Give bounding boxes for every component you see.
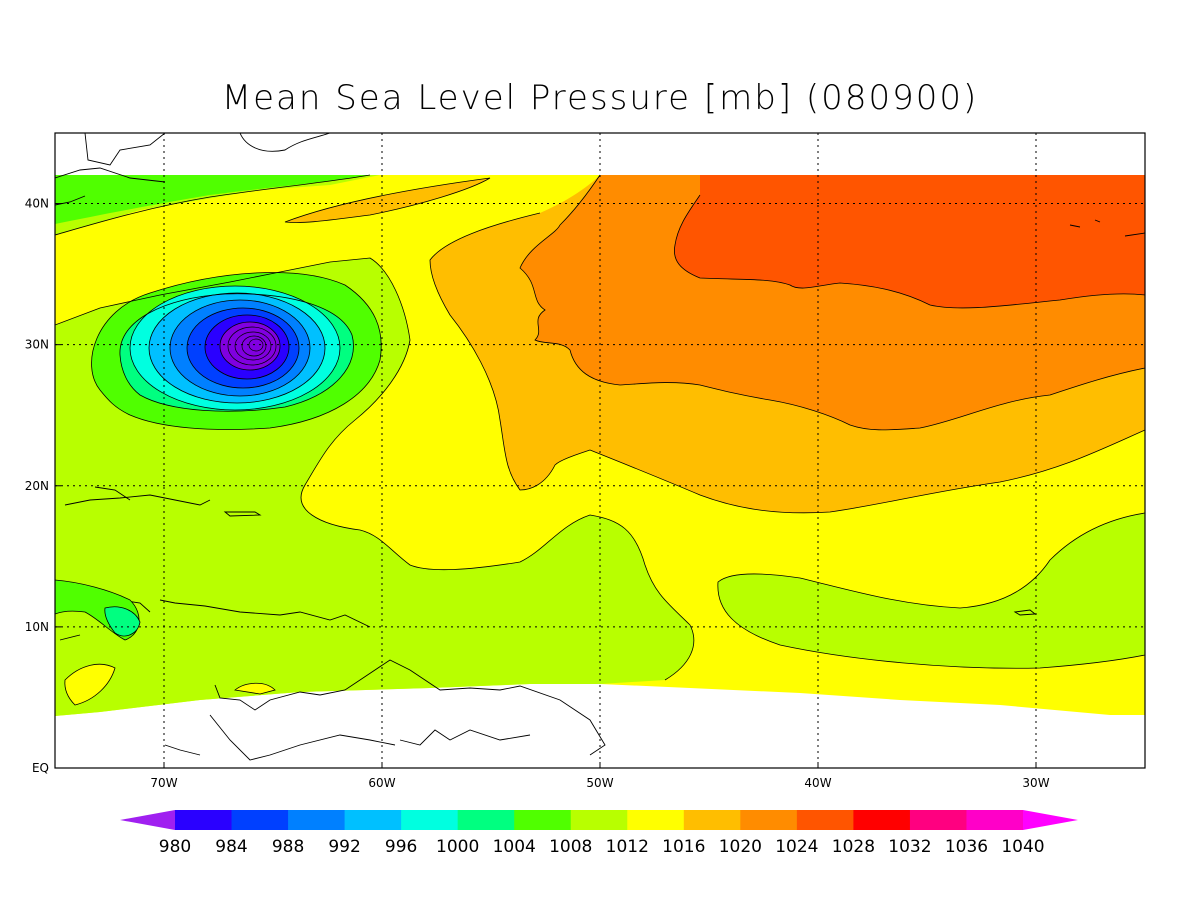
lon-tick-label: 40W bbox=[804, 776, 831, 790]
colorbar-level-label: 1016 bbox=[662, 837, 705, 857]
colorbar-swatch bbox=[231, 810, 289, 830]
colorbar-level-label: 992 bbox=[328, 837, 360, 857]
lat-tick-label: 10N bbox=[25, 620, 49, 634]
contour-lines bbox=[55, 174, 1145, 681]
colorbar-level-label: 1024 bbox=[775, 837, 818, 857]
colorbar-swatch bbox=[683, 810, 741, 830]
colorbar-level-label: 1020 bbox=[719, 837, 762, 857]
colorbar-level-label: 1036 bbox=[945, 837, 988, 857]
lat-tick-label: EQ bbox=[32, 761, 49, 775]
colorbar-level-label: 1040 bbox=[1001, 837, 1044, 857]
contour-980 bbox=[219, 321, 281, 371]
grid-lines bbox=[55, 133, 1145, 768]
cyclone-core-rings bbox=[227, 326, 277, 366]
colorbar-level-label: 1028 bbox=[832, 837, 875, 857]
region-1028 bbox=[674, 175, 1145, 308]
colorbar-arrow-high bbox=[1023, 810, 1078, 830]
colorbar-swatch bbox=[401, 810, 459, 830]
colorbar-swatch bbox=[909, 810, 967, 830]
lon-tick-labels: 70W 60W 50W 40W 30W bbox=[150, 762, 1050, 790]
colorbar-swatch bbox=[740, 810, 798, 830]
lat-tick-labels: EQ 10N 20N 30N 40N bbox=[25, 197, 61, 775]
colorbar-swatch bbox=[570, 810, 628, 830]
region-1020-tongue bbox=[285, 178, 490, 223]
colorbar-swatch bbox=[966, 810, 1024, 830]
region-1016-islet bbox=[234, 682, 276, 695]
colorbar-level-label: 1004 bbox=[493, 837, 536, 857]
colorbar-swatch bbox=[796, 810, 854, 830]
colorbar-swatch bbox=[175, 810, 233, 830]
colorbar-swatch bbox=[288, 810, 346, 830]
colorbar-level-label: 1032 bbox=[888, 837, 931, 857]
lon-tick-label: 60W bbox=[368, 776, 395, 790]
lat-tick-label: 30N bbox=[25, 338, 49, 352]
colorbar-level-label: 1000 bbox=[436, 837, 479, 857]
colorbar: 980 984 988 992 996 1000 1004 1008 1012 1016 1020 1… bbox=[120, 810, 1078, 857]
lat-tick-label: 40N bbox=[25, 197, 49, 211]
colorbar-arrow-low bbox=[120, 810, 175, 830]
region-1016-south bbox=[64, 663, 116, 706]
colorbar-level-label: 984 bbox=[215, 837, 247, 857]
colorbar-swatch bbox=[457, 810, 515, 830]
colorbar-level-label: 1008 bbox=[549, 837, 592, 857]
region-1012-east bbox=[717, 513, 1145, 669]
colorbar-swatch bbox=[853, 810, 911, 830]
colorbar-level-label: 1012 bbox=[606, 837, 649, 857]
colorbar-swatch bbox=[344, 810, 402, 830]
lat-tick-label: 20N bbox=[25, 479, 49, 493]
colorbar-swatch bbox=[627, 810, 685, 830]
lon-tick-label: 30W bbox=[1022, 776, 1049, 790]
region-1004-south bbox=[104, 606, 141, 637]
map-title: Mean Sea Level Pressure [mb] (080900) bbox=[221, 78, 979, 118]
lon-tick-label: 50W bbox=[586, 776, 613, 790]
colorbar-level-label: 980 bbox=[159, 837, 191, 857]
colorbar-level-label: 996 bbox=[385, 837, 417, 857]
region-1008-north bbox=[55, 175, 370, 224]
lon-tick-label: 70W bbox=[150, 776, 177, 790]
colorbar-swatch bbox=[514, 810, 572, 830]
colorbar-level-label: 988 bbox=[272, 837, 304, 857]
